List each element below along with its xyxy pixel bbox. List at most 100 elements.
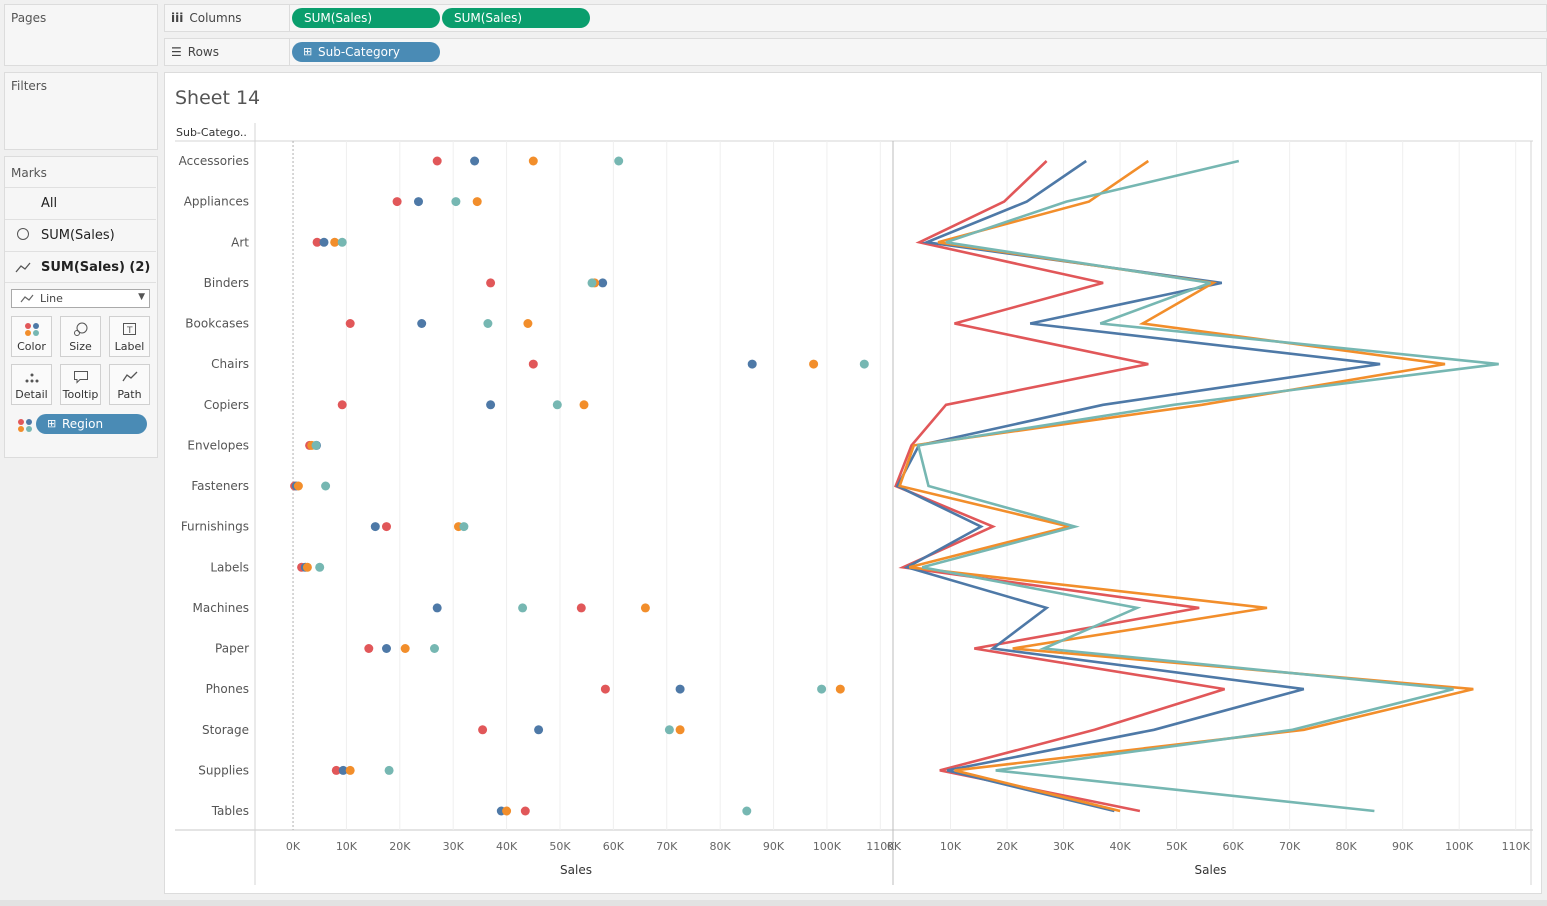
scatter-point	[432, 156, 442, 166]
rows-shelf[interactable]: ☰ Rows ⊞ Sub-Category	[164, 38, 1547, 66]
label-button[interactable]: T Label	[109, 316, 150, 357]
scatter-point	[528, 359, 538, 369]
columns-icon: iii	[171, 11, 184, 25]
category-label: Art	[231, 235, 249, 249]
label-label: Label	[114, 340, 145, 353]
pages-shelf[interactable]: Pages	[4, 4, 158, 66]
scatter-point	[614, 156, 624, 166]
scatter-point	[486, 400, 496, 410]
shelf-divider	[289, 5, 290, 31]
scatter-point	[451, 197, 461, 207]
scatter-point	[459, 522, 469, 532]
x-tick-label: 50K	[549, 840, 571, 853]
scatter-point	[315, 562, 325, 572]
marks-card-sum-sales[interactable]: SUM(Sales)	[5, 219, 156, 250]
color-icon	[12, 322, 51, 338]
scatter-point	[518, 603, 528, 613]
scatter-point	[345, 765, 355, 775]
rows-label-text: Rows	[187, 45, 219, 59]
mark-type-dropdown[interactable]: Line ▼	[11, 289, 150, 308]
x-tick-label: 70K	[656, 840, 678, 853]
scatter-point	[528, 156, 538, 166]
scatter-point	[302, 562, 312, 572]
scatter-point	[600, 684, 610, 694]
scatter-point	[338, 765, 348, 775]
x-tick-label: 90K	[1392, 840, 1414, 853]
x-tick-label: 100K	[1445, 840, 1474, 853]
x-tick-label: 30K	[1053, 840, 1075, 853]
rows-pill-sub-category[interactable]: ⊞ Sub-Category	[292, 42, 440, 62]
marks-card1-label: SUM(Sales)	[41, 228, 115, 243]
color-button[interactable]: Color	[11, 316, 52, 357]
x-tick-label: 0K	[286, 840, 301, 853]
scatter-point	[417, 319, 427, 328]
scatter-point	[478, 725, 488, 735]
category-label: Fasteners	[191, 479, 249, 493]
path-button[interactable]: Path	[109, 364, 150, 405]
circle-mark-icon	[17, 228, 29, 240]
scatter-point	[483, 319, 493, 328]
category-label: Binders	[204, 276, 249, 290]
category-label: Accessories	[179, 154, 249, 168]
x-tick-label: 20K	[996, 840, 1018, 853]
viz-canvas[interactable]: Sub-Catego.. Accessories Appliances Art Bind…	[165, 73, 1541, 893]
category-label: Envelopes	[187, 438, 249, 452]
mark-type-label: Line	[40, 292, 63, 305]
scatter-point	[337, 237, 347, 247]
marks-all-row[interactable]: All	[5, 187, 156, 218]
category-label: Labels	[210, 560, 249, 574]
scatter-point	[321, 481, 331, 491]
expand-icon: ⊞	[303, 45, 313, 58]
filters-shelf[interactable]: Filters	[4, 72, 158, 150]
category-label: Furnishings	[181, 520, 249, 534]
x-tick-label: 90K	[763, 840, 785, 853]
series-line	[916, 159, 1499, 813]
tooltip-button[interactable]: Tooltip	[60, 364, 101, 405]
rows-icon: ☰	[171, 45, 182, 59]
detail-icon	[12, 370, 51, 386]
rows-pill-label: Sub-Category	[318, 45, 400, 59]
scatter-point	[742, 806, 752, 816]
x-tick-label: 60K	[1222, 840, 1244, 853]
scatter-point	[331, 765, 341, 775]
scatter-point	[579, 400, 589, 410]
marks-card-sum-sales-2[interactable]: SUM(Sales) (2)	[5, 251, 156, 283]
scatter-point	[472, 197, 482, 207]
category-label: Copiers	[204, 398, 249, 412]
scatter-point	[640, 603, 650, 613]
scatter-point	[345, 319, 355, 328]
color-legend-icon	[17, 417, 33, 436]
x-tick-label: 80K	[1336, 840, 1358, 853]
x-tick-label: 110K	[1502, 840, 1531, 853]
size-label: Size	[69, 340, 92, 353]
category-label: Chairs	[211, 357, 249, 371]
x-tick-label: 30K	[443, 840, 465, 853]
scatter-point	[414, 197, 423, 207]
pages-title: Pages	[11, 11, 47, 25]
series-line	[898, 159, 1474, 813]
columns-shelf[interactable]: iii Columns SUM(Sales) SUM(Sales)	[164, 4, 1547, 32]
series-line	[895, 159, 1381, 813]
x-tick-label: 40K	[496, 840, 518, 853]
columns-pill-sum-sales-1[interactable]: SUM(Sales)	[292, 8, 440, 28]
scatter-point	[370, 522, 380, 532]
scatter-point	[502, 806, 512, 816]
x-tick-label: 60K	[603, 840, 625, 853]
scatter-point	[392, 197, 402, 207]
detail-button[interactable]: Detail	[11, 364, 52, 405]
scatter-point	[430, 644, 439, 653]
color-label: Color	[17, 340, 46, 353]
size-button[interactable]: Size	[60, 316, 101, 357]
scatter-point	[520, 806, 530, 816]
scatter-point	[382, 644, 391, 653]
chevron-down-icon: ▼	[138, 292, 145, 302]
line-type-icon	[20, 294, 34, 303]
tooltip-label: Tooltip	[62, 388, 99, 401]
detail-label: Detail	[15, 388, 48, 401]
columns-pill-sum-sales-2[interactable]: SUM(Sales)	[442, 8, 590, 28]
category-label: Storage	[202, 723, 249, 737]
columns-shelf-label: iii Columns	[171, 11, 242, 25]
category-label: Phones	[206, 682, 249, 696]
line-mark-icon	[15, 262, 31, 273]
region-pill[interactable]: ⊞ Region	[36, 414, 147, 434]
